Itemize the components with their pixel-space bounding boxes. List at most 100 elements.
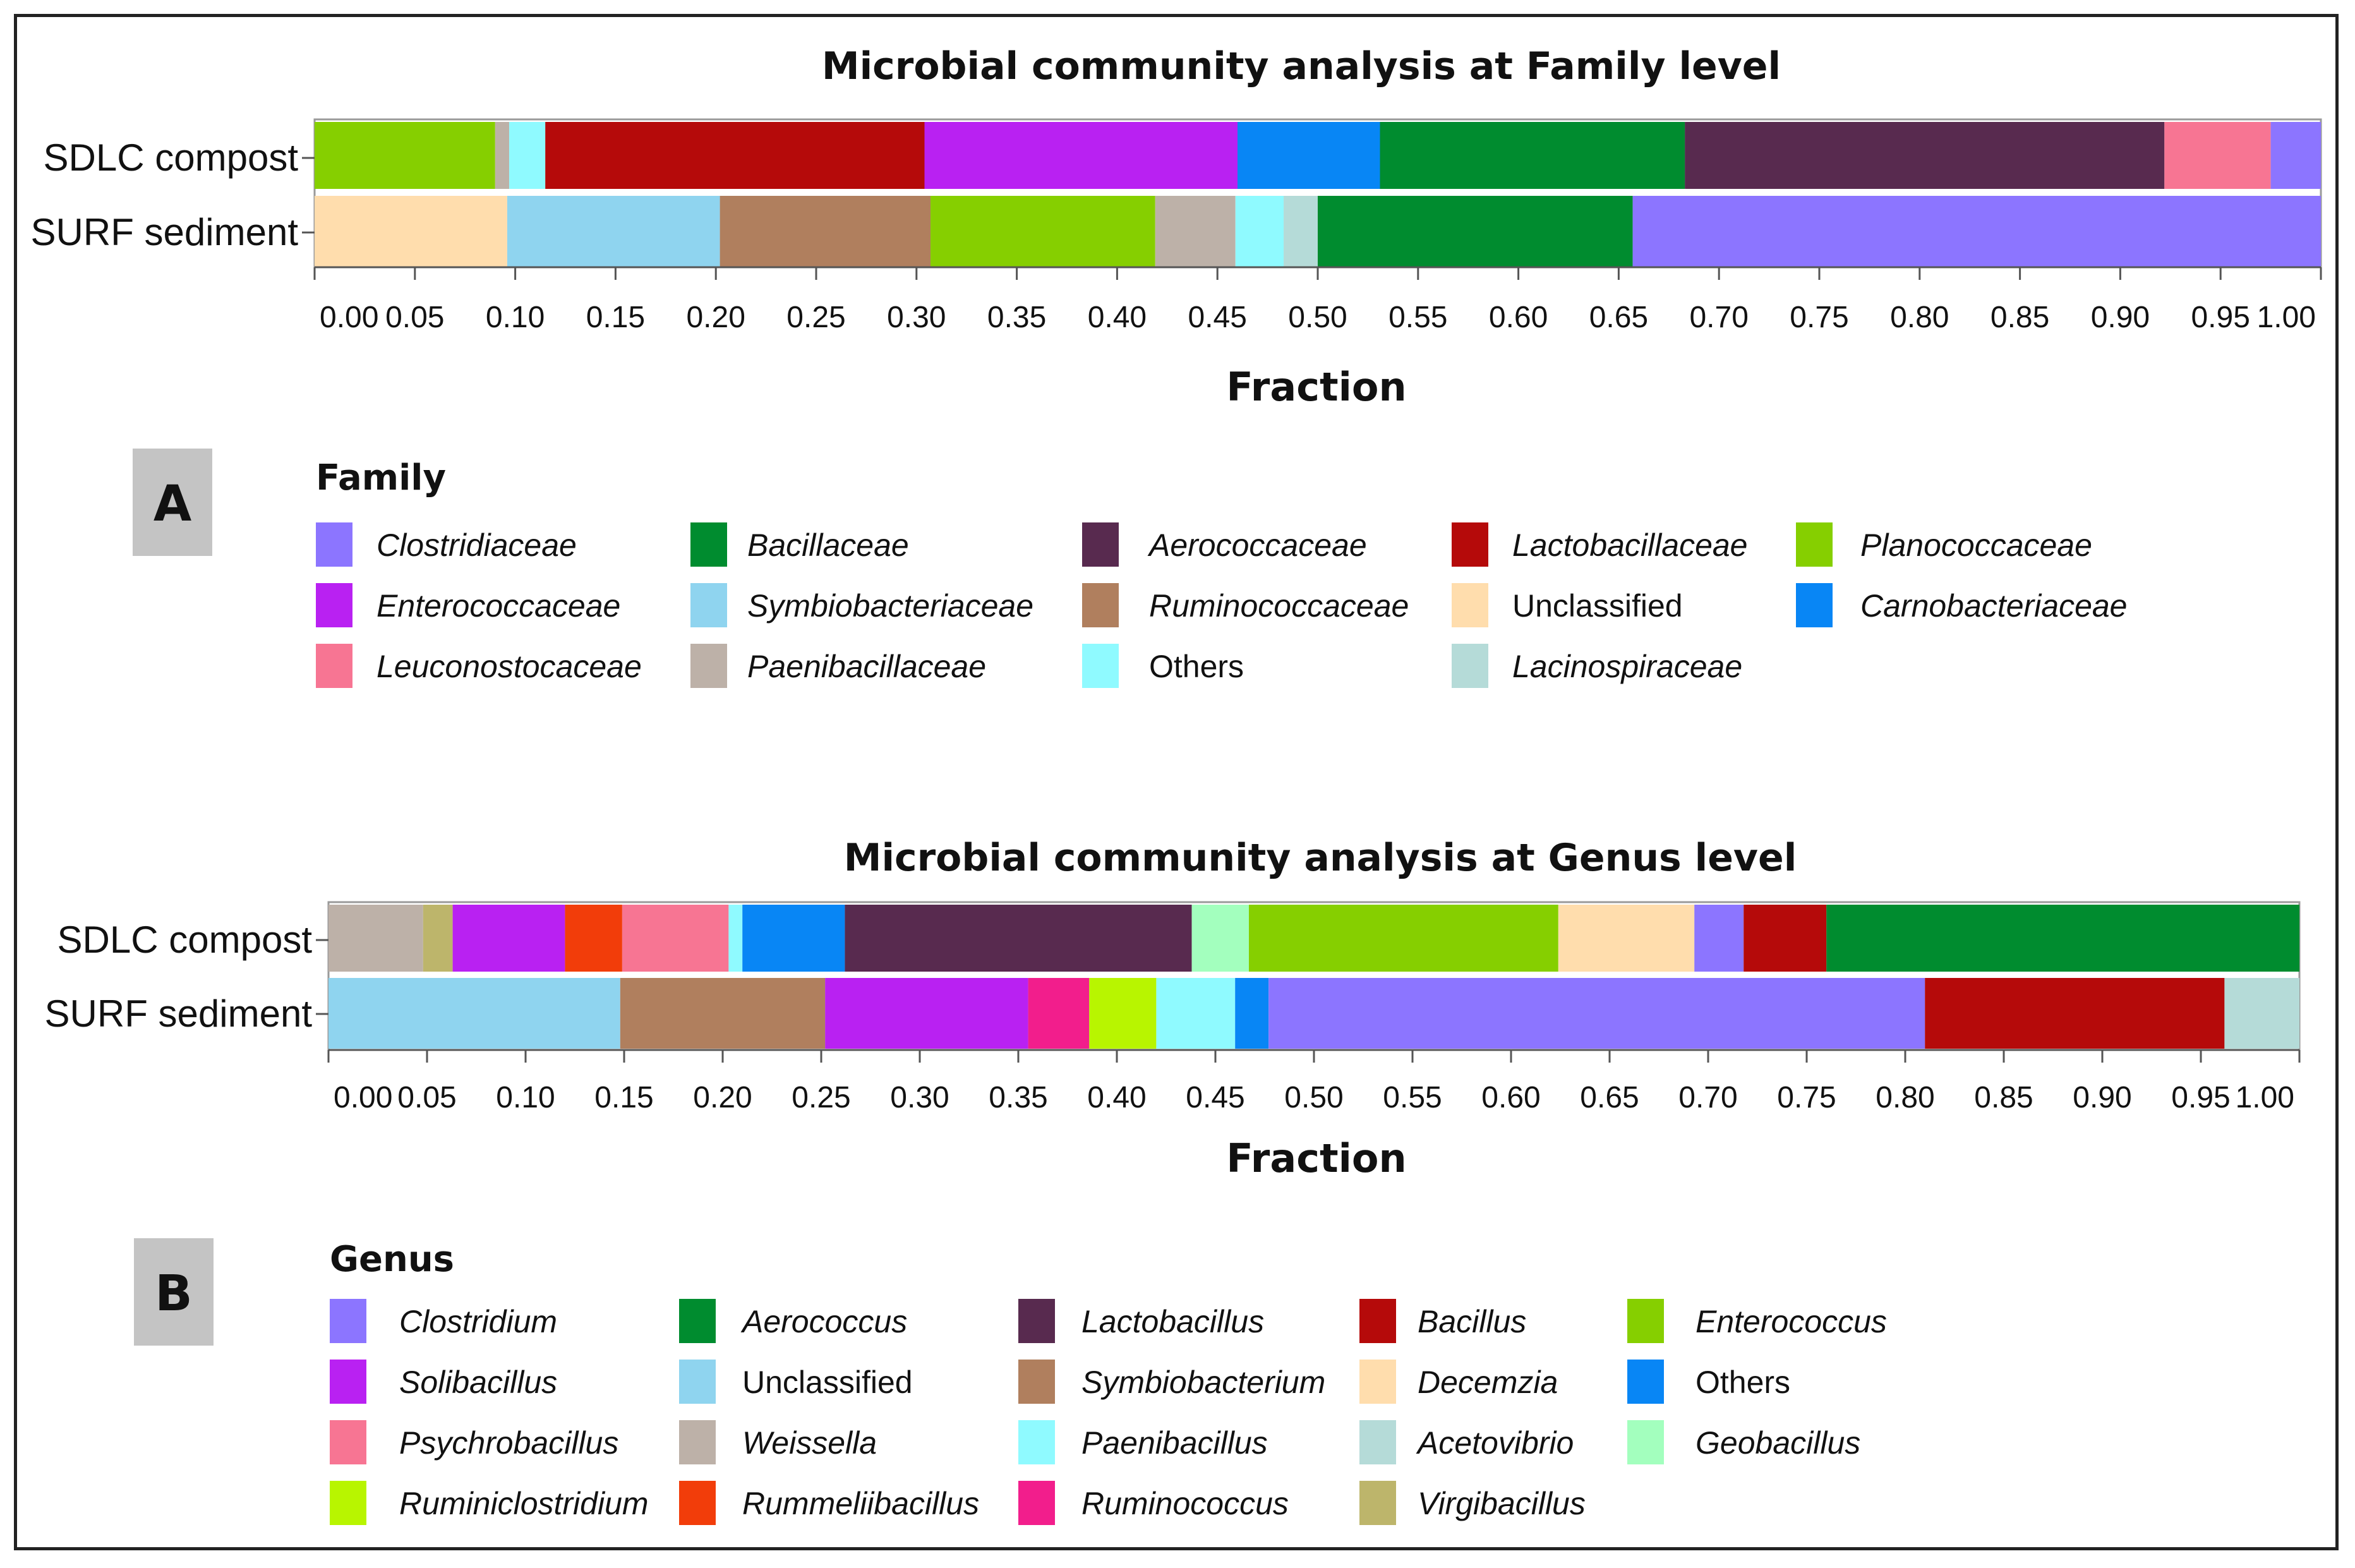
panel-b-letter: B [155,1265,192,1322]
bar-segment-surf-sediment-clostridium [1268,978,1925,1049]
legend-swatch-acetovibrio [1359,1420,1396,1464]
legend-swatch-aerococcaceae [1082,522,1119,567]
bar-segment-sdlc-compost-paenibacillaceae [495,122,509,189]
x-tick-label: 0.95 [2191,301,2250,334]
bar-segment-surf-sediment-others [1235,196,1284,267]
x-tick-label: 0.80 [1876,1081,1934,1114]
legend-swatch-geobacillus [1627,1420,1664,1464]
bar-segment-sdlc-compost-aerococcus [1826,905,2299,972]
legend-label-acetovibrio: Acetovibrio [1416,1425,1574,1461]
legend-swatch-clostridium [330,1299,366,1343]
bar-segment-sdlc-compost-enterococcaceae [924,122,1238,189]
x-tick-label: 0.60 [1489,301,1548,334]
chart-a-title: Microbial community analysis at Family l… [822,44,1781,88]
bar-segment-sdlc-compost-enterococcus [1249,905,1558,972]
x-tick-label: 1.00 [2236,1081,2294,1114]
x-tick-label: 0.15 [586,301,645,334]
bar-segment-surf-sediment-ruminococcus [1028,978,1090,1049]
bar-segment-surf-sediment-symbiobacterium [620,978,826,1049]
x-tick-label: 0.00 [320,301,378,334]
bar-segment-sdlc-compost-weissella [328,905,423,972]
bar-segment-surf-sediment-clostridiaceae [1632,196,2321,267]
bar-segment-surf-sediment-bacillaceae [1318,196,1633,267]
bar-segment-sdlc-compost-geobacillus [1191,905,1250,972]
legend-label-lacinospiraceae: Lacinospiraceae [1512,649,1742,684]
bar-segment-surf-sediment-ruminiclostridium [1089,978,1157,1049]
x-tick-label: 0.50 [1288,301,1347,334]
bar-segment-surf-sediment-paenibacillaceae [1155,196,1236,267]
panel-b-label-box [134,1238,214,1346]
bar-segment-surf-sediment-unclassified [315,196,507,267]
bar-segment-sdlc-compost-aerococcaceae [1685,122,2165,189]
x-tick-label: 0.85 [1974,1081,2033,1114]
bar-segment-sdlc-compost-bacillus [1744,905,1827,972]
legend-swatch-ruminococcus [1018,1481,1055,1525]
x-tick-label: 0.35 [989,1081,1047,1114]
bar-segment-sdlc-compost-paenibacillus [728,905,743,972]
legend-label-ruminiclostridium: Ruminiclostridium [399,1486,649,1521]
bar-segment-surf-sediment-paenibacillus [1156,978,1236,1049]
bar-segment-sdlc-compost-others [742,905,845,972]
bar-segment-surf-sediment-acetovibrio [2224,978,2299,1049]
legend-label-symbiobacteriaceae: Symbiobacteriaceae [747,588,1033,624]
chart-b-legend: Clostridium Aerococcus Lactobacillus Bacill… [330,1299,1887,1525]
chart-a-category-label: SURF sediment [31,211,299,253]
bar-segment-sdlc-compost-psychrobacillus [622,905,729,972]
panel-a: Microbial community analysis at Family l… [31,44,2322,688]
legend-label-ruminococcus: Ruminococcus [1081,1486,1289,1521]
x-tick-label: 0.75 [1777,1081,1836,1114]
legend-label-lactobacillaceae: Lactobacillaceae [1512,528,1748,563]
legend-swatch-decemzia [1359,1360,1396,1404]
legend-swatch-weissella [679,1420,716,1464]
panel-b: Microbial community analysis at Genus le… [45,836,2301,1525]
legend-swatch-bacillus [1359,1299,1396,1343]
legend-swatch-others [1082,644,1119,688]
chart-b-x-ticks: 0.00 0.05 0.10 0.15 0.20 0.25 0.30 0.35 0.40 0.45… [327,1050,2301,1114]
x-tick-label: 0.45 [1188,301,1246,334]
x-tick-label: 0.55 [1388,301,1447,334]
legend-swatch-aerococcus [679,1299,716,1343]
legend-swatch-rummeliibacillus [679,1481,716,1525]
chart-a-x-axis-label: Fraction [1226,364,1406,410]
legend-swatch-ruminiclostridium [330,1481,366,1525]
legend-swatch-unclassified [679,1360,716,1404]
x-tick-label: 0.15 [594,1081,653,1114]
legend-label-others: Others [1695,1365,1790,1400]
legend-swatch-unclassified [1452,583,1488,627]
panel-a-label-box [133,449,212,556]
legend-label-rummeliibacillus: Rummeliibacillus [742,1486,979,1521]
legend-swatch-bacillaceae [690,522,727,567]
x-tick-label: 0.20 [686,301,745,334]
bar-segment-sdlc-compost-clostridiaceae [2270,122,2321,189]
x-tick-label: 0.30 [890,1081,949,1114]
x-tick-label: 0.90 [2073,1081,2131,1114]
legend-label-aerococcus: Aerococcus [740,1304,907,1339]
legend-swatch-lacinospiraceae [1452,644,1488,688]
legend-label-bacillaceae: Bacillaceae [747,528,909,563]
legend-swatch-symbiobacterium [1018,1360,1055,1404]
legend-label-enterococcaceae: Enterococcaceae [376,588,620,624]
legend-label-geobacillus: Geobacillus [1695,1425,1860,1461]
legend-swatch-psychrobacillus [330,1420,366,1464]
bar-segment-sdlc-compost-lactobacillus [845,905,1192,972]
legend-swatch-leuconostocaceae [316,644,352,688]
x-tick-label: 0.60 [1481,1081,1540,1114]
legend-swatch-carnobacteriaceae [1796,583,1833,627]
bar-segment-sdlc-compost-virgibacillus [423,905,453,972]
x-tick-label: 0.55 [1383,1081,1442,1114]
legend-label-symbiobacterium: Symbiobacterium [1081,1365,1325,1400]
bar-segment-sdlc-compost-bacillaceae [1380,122,1685,189]
chart-a-x-ticks: 0.00 0.05 0.10 0.15 0.20 0.25 0.30 0.35 0.40 0.45… [313,267,2322,334]
x-tick-label: 0.40 [1087,1081,1146,1114]
chart-a-bar-sdlc-compost [315,122,2321,189]
legend-swatch-others [1627,1360,1664,1404]
legend-label-weissella: Weissella [742,1425,877,1461]
chart-b-title: Microbial community analysis at Genus le… [844,836,1797,880]
chart-a-category-label: SDLC compost [44,136,299,179]
legend-label-unclassified: Unclassified [1512,588,1683,624]
chart-a-legend-title: Family [316,457,446,498]
legend-label-carnobacteriaceae: Carnobacteriaceae [1860,588,2128,624]
bar-segment-surf-sediment-lacinospiraceae [1284,196,1318,267]
chart-a-bar-surf-sediment [315,196,2321,267]
